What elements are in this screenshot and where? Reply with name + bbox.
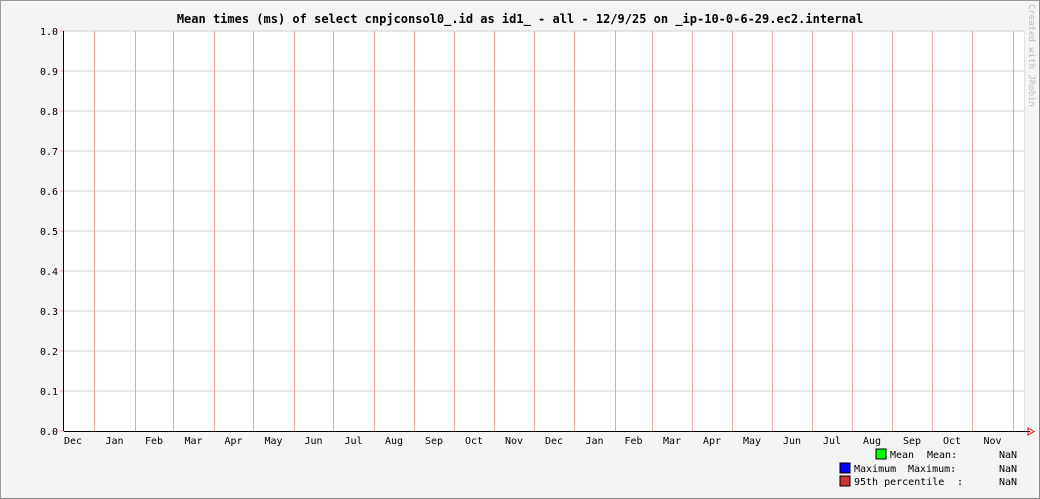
legend-series-name: Mean [890, 450, 914, 461]
legend-stat-label: Maximum: [908, 464, 956, 475]
legend-series-name: Maximum [854, 464, 896, 475]
legend-stat-value: NaN [999, 477, 1017, 488]
x-tick-label: Feb [145, 436, 163, 447]
x-tick-label: Jun [783, 436, 801, 447]
legend-stat-label: : [957, 477, 963, 488]
watermark: Created with JRobin [1026, 4, 1036, 107]
y-tick-label: 0.6 [40, 187, 58, 198]
x-tick-label: Dec [545, 436, 563, 447]
chart-title: Mean times (ms) of select cnpjconsol0_.i… [177, 12, 863, 27]
x-tick-label: Mar [663, 436, 681, 447]
legend-stat-value: NaN [999, 464, 1017, 475]
legend-series-name: 95th percentile [854, 477, 944, 488]
x-tick-label: Mar [184, 436, 202, 447]
y-tick-label: 0.1 [40, 387, 58, 398]
y-tick-label: 0.7 [40, 147, 58, 158]
x-tick-label: May [264, 436, 282, 447]
x-tick-label: Jul [344, 436, 362, 447]
x-tick-label: Aug [385, 436, 403, 447]
x-axis-arrow-icon [1027, 427, 1035, 436]
x-tick-label: Dec [64, 436, 82, 447]
x-tick-label: Apr [224, 436, 242, 447]
x-tick-label: May [743, 436, 761, 447]
y-tick-label: 0.5 [40, 227, 58, 238]
y-tick-label: 0.9 [40, 67, 58, 78]
x-tick-label: Apr [703, 436, 721, 447]
x-tick-label: Jul [823, 436, 841, 447]
legend-swatch [839, 475, 851, 487]
x-tick-label: Oct [943, 436, 961, 447]
x-tick-label: Nov [983, 436, 1001, 447]
x-tick-label: Sep [903, 436, 921, 447]
x-tick-label: Jun [304, 436, 322, 447]
x-tick-label: Sep [425, 436, 443, 447]
legend-stat-value: NaN [999, 450, 1017, 461]
y-tick-label: 0.8 [40, 107, 58, 118]
legend-swatch [875, 448, 887, 460]
x-tick-label: Feb [624, 436, 642, 447]
legend-stat-label: Mean: [927, 450, 957, 461]
x-tick-label: Jan [105, 436, 123, 447]
x-tick-label: Oct [465, 436, 483, 447]
y-tick-label: 0.0 [40, 427, 58, 438]
x-tick-label: Nov [505, 436, 523, 447]
y-tick-label: 0.4 [40, 267, 58, 278]
x-tick-label: Jan [585, 436, 603, 447]
y-tick-label: 0.3 [40, 307, 58, 318]
y-tick-label: 1.0 [40, 27, 58, 38]
legend-swatch [839, 462, 851, 474]
x-tick-label: Aug [863, 436, 881, 447]
y-tick-label: 0.2 [40, 347, 58, 358]
